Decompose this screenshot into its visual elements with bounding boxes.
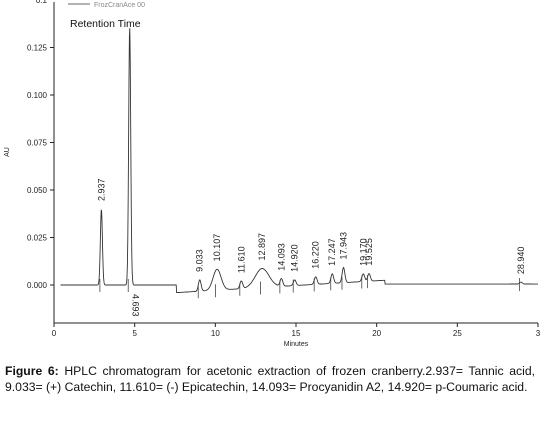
chromatogram-trace xyxy=(60,28,538,294)
peak-label: 17.943 xyxy=(338,232,348,260)
figure-caption: Figure 6: HPLC chromatogram for acetonic… xyxy=(5,363,535,395)
peak-label: 9.033 xyxy=(195,249,205,272)
peak-label: 10.107 xyxy=(212,234,222,262)
y-tick-label: 0.075 xyxy=(27,139,48,148)
peak-label: 4.693 xyxy=(131,294,141,317)
x-tick-label: 20 xyxy=(372,329,381,338)
peak-label: 12.897 xyxy=(257,233,267,261)
x-tick-label: 25 xyxy=(453,329,462,338)
x-tick-label: 10 xyxy=(211,329,220,338)
x-tick-label: 3 xyxy=(536,329,541,338)
retention-time-label: Retention Time xyxy=(70,18,141,30)
peak-label: 16.220 xyxy=(311,241,321,269)
caption-figure-label: Figure 6: xyxy=(5,364,59,378)
y-axis-title: AU xyxy=(4,147,11,157)
peak-label: 17.247 xyxy=(327,238,337,266)
chromatogram-chart: 0.000 0.025 0.050 0.075 0.100 0.125 0.1 0 5 10 15 2… xyxy=(4,0,541,348)
peak-label: 2.937 xyxy=(96,178,106,201)
peak-label: 19.525 xyxy=(364,238,374,266)
y-tick-label: 0.100 xyxy=(27,91,48,100)
x-tick-label: 5 xyxy=(132,329,137,338)
legend-label: FrozCranAce 00 xyxy=(94,2,145,9)
y-tick-label-top: 0.1 xyxy=(36,0,48,5)
y-tick-label: 0.000 xyxy=(27,281,48,290)
x-tick-label: 0 xyxy=(52,329,57,338)
x-axis-title: Minutes xyxy=(284,341,309,348)
y-tick-label: 0.125 xyxy=(27,44,48,53)
y-tick-label: 0.050 xyxy=(27,186,48,195)
peak-label: 14.920 xyxy=(290,244,300,272)
y-tick-label: 0.025 xyxy=(27,234,48,243)
x-tick-label: 15 xyxy=(292,329,301,338)
peak-label: 11.610 xyxy=(236,246,246,273)
peak-label: 14.093 xyxy=(276,243,286,271)
peak-label: 19.170 xyxy=(358,238,368,266)
peak-label: 28.940 xyxy=(516,247,526,275)
caption-text: HPLC chromatogram for acetonic extractio… xyxy=(5,364,535,394)
